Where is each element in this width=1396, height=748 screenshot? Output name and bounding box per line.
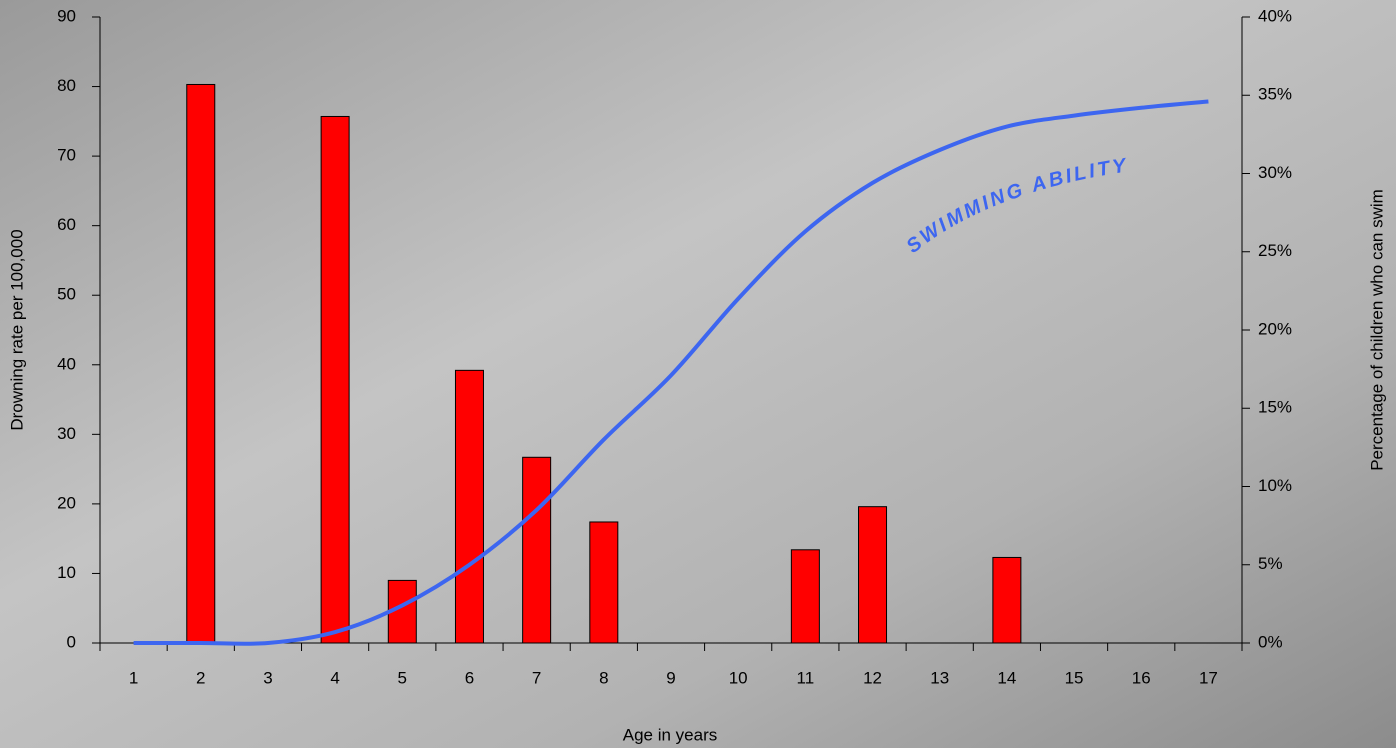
x-tick-label: 13 (930, 668, 949, 687)
y-tick-label: 20 (57, 493, 76, 512)
x-tick-label: 7 (532, 668, 541, 687)
x-tick-label: 11 (797, 668, 815, 687)
y2-tick-label: 5% (1258, 554, 1283, 573)
x-tick-label: 17 (1199, 668, 1218, 687)
x-tick-label: 10 (729, 668, 748, 687)
x-axis-title: Age in years (623, 725, 718, 744)
x-tick-label: 9 (666, 668, 675, 687)
bar (522, 456, 552, 644)
y-tick-label: 70 (57, 146, 76, 165)
bar (992, 556, 1022, 644)
y-tick-label: 90 (57, 6, 76, 25)
y2-tick-label: 0% (1258, 632, 1283, 651)
x-tick-label: 4 (330, 668, 339, 687)
bar (858, 506, 888, 644)
y-tick-label: 40 (57, 354, 76, 373)
x-tick-label: 6 (465, 668, 474, 687)
y2-axis-title: Percentage of children who can swim (1367, 189, 1386, 471)
y-axis-title: Drowning rate per 100,000 (7, 229, 26, 430)
bar (589, 521, 619, 644)
y2-tick-label: 15% (1258, 398, 1292, 417)
x-tick-label: 12 (863, 668, 882, 687)
y2-tick-label: 20% (1258, 319, 1292, 338)
x-tick-label: 3 (263, 668, 272, 687)
bar (186, 83, 216, 644)
x-tick-label: 16 (1132, 668, 1151, 687)
y-tick-label: 80 (57, 76, 76, 95)
y2-tick-label: 25% (1258, 241, 1292, 260)
y-tick-label: 60 (57, 215, 76, 234)
bar (454, 369, 484, 644)
bar (790, 549, 820, 644)
y-tick-label: 0 (67, 632, 76, 651)
y2-tick-label: 35% (1258, 85, 1292, 104)
x-tick-label: 15 (1065, 668, 1084, 687)
x-tick-label: 1 (129, 668, 138, 687)
x-tick-label: 14 (997, 668, 1016, 687)
x-tick-label: 2 (196, 668, 205, 687)
y2-tick-label: 10% (1258, 476, 1292, 495)
y-tick-label: 10 (57, 563, 76, 582)
bar (320, 115, 350, 644)
y2-tick-label: 40% (1258, 6, 1292, 25)
y-tick-label: 30 (57, 424, 76, 443)
x-tick-label: 5 (398, 668, 407, 687)
y-tick-label: 50 (57, 285, 76, 304)
x-tick-label: 8 (599, 668, 608, 687)
line (133, 99, 1209, 646)
y2-tick-label: 30% (1258, 163, 1292, 182)
